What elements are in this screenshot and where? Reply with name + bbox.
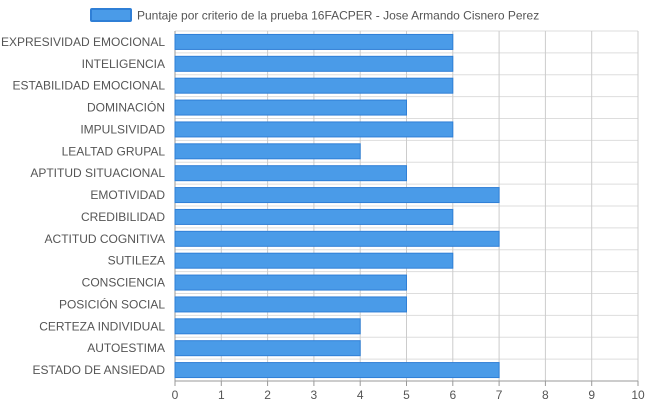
category-label: ESTABILIDAD EMOCIONAL xyxy=(13,79,166,93)
category-label: CERTEZA INDIVIDUAL xyxy=(39,319,165,333)
x-axis-tick-label: 5 xyxy=(403,388,410,402)
category-label: IMPULSIVIDAD xyxy=(80,122,165,136)
category-label: SUTILEZA xyxy=(108,254,165,268)
category-label: CREDIBILIDAD xyxy=(81,210,165,224)
bar[interactable] xyxy=(174,55,454,72)
category-label: EXPRESIVIDAD EMOCIONAL xyxy=(1,35,165,49)
x-axis-tick-label: 7 xyxy=(496,388,503,402)
bar[interactable] xyxy=(174,362,500,379)
bar[interactable] xyxy=(174,77,454,94)
bar[interactable] xyxy=(174,33,454,50)
category-label: ACTITUD COGNITIVA xyxy=(45,232,165,246)
bars xyxy=(174,33,500,379)
x-axis-tick-label: 6 xyxy=(449,388,456,402)
bar[interactable] xyxy=(174,99,407,116)
bar[interactable] xyxy=(174,296,407,313)
bar[interactable] xyxy=(174,208,454,225)
x-axis-tick-label: 9 xyxy=(588,388,595,402)
x-axis-tick-label: 10 xyxy=(631,388,645,402)
x-axis-tick-labels: 0 1 2 3 4 5 6 7 8 9 10 xyxy=(172,388,645,402)
x-axis-tick-label: 0 xyxy=(172,388,179,402)
category-label: AUTOESTIMA xyxy=(87,341,165,355)
category-label: LEALTAD GRUPAL xyxy=(62,144,166,158)
bar[interactable] xyxy=(174,187,500,204)
category-label: DOMINACIÓN xyxy=(87,100,165,115)
x-axis-tick-label: 1 xyxy=(218,388,225,402)
legend-swatch[interactable] xyxy=(90,8,132,22)
legend[interactable]: Puntaje por criterio de la prueba 16FACP… xyxy=(90,8,539,23)
x-axis-tick-label: 2 xyxy=(264,388,271,402)
category-label: EMOTIVIDAD xyxy=(90,188,165,202)
bar[interactable] xyxy=(174,252,454,269)
bar[interactable] xyxy=(174,318,361,335)
legend-label[interactable]: Puntaje por criterio de la prueba 16FACP… xyxy=(137,9,539,23)
bar[interactable] xyxy=(174,274,407,291)
bar[interactable] xyxy=(174,121,454,138)
category-label: APTITUD SITUACIONAL xyxy=(30,166,165,180)
category-labels: EXPRESIVIDAD EMOCIONAL INTELIGENCIA ESTABI… xyxy=(1,35,165,377)
bar[interactable] xyxy=(174,143,361,160)
category-label: CONSCIENCIA xyxy=(82,276,165,290)
bar[interactable] xyxy=(174,340,361,357)
x-axis-tick-label: 3 xyxy=(311,388,318,402)
bar[interactable] xyxy=(174,230,500,247)
x-axis-tick-label: 8 xyxy=(542,388,549,402)
x-axis-tick-label: 4 xyxy=(357,388,364,402)
bar[interactable] xyxy=(174,165,407,182)
category-label: INTELIGENCIA xyxy=(82,57,165,71)
category-label: POSICIÓN SOCIAL xyxy=(59,296,165,311)
category-label: ESTADO DE ANSIEDAD xyxy=(33,363,166,377)
